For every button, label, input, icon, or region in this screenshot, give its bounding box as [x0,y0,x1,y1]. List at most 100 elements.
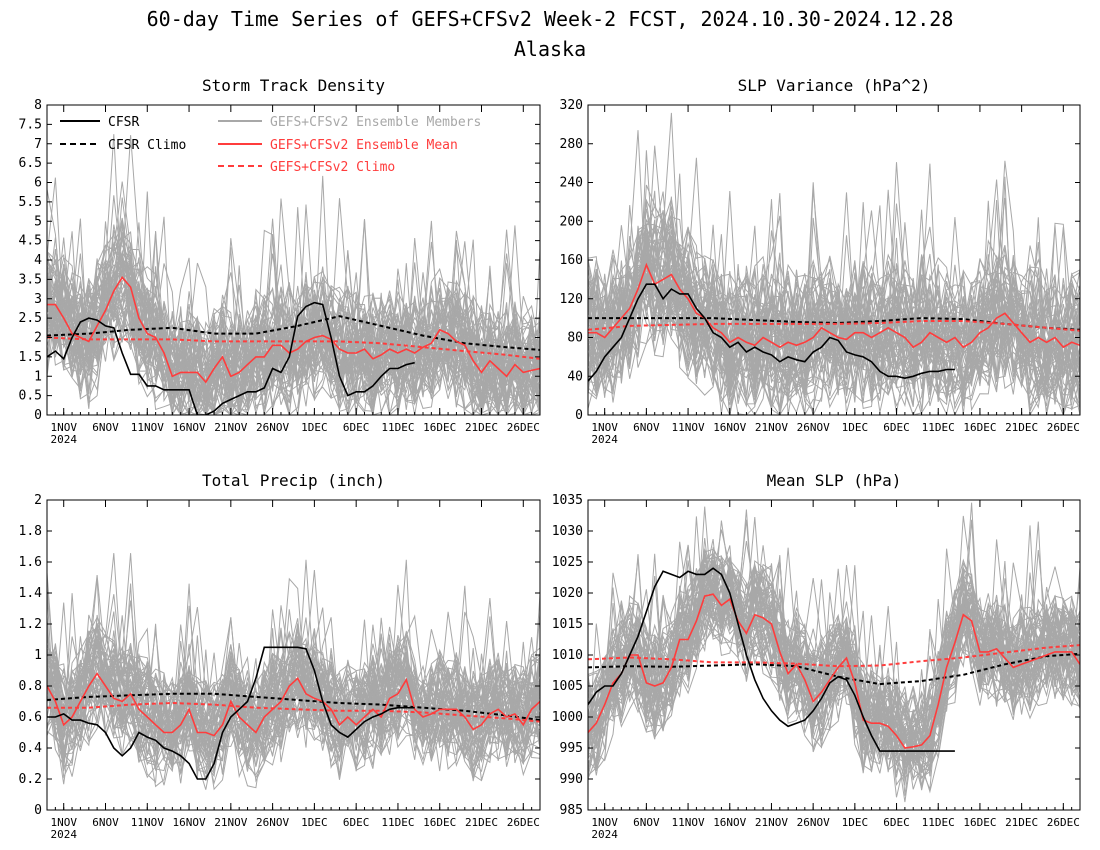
legend-label-ens-climo: GEFS+CFSv2 Climo [270,160,395,175]
storm-track-density-ytick-label: 3.5 [19,272,42,287]
mean-slp-member-line [588,525,1080,763]
mean-slp-ytick-label: 990 [560,772,583,787]
mean-slp-xtick-label: 6DEC [883,816,910,829]
total-precip-ytick-label: 1.2 [19,617,42,632]
storm-track-density-ytick-label: 2.5 [19,311,42,326]
total-precip-xtick-label: 21DEC [465,816,498,829]
total-precip-xtick-label: 11DEC [381,816,414,829]
total-precip-member-line [47,559,540,748]
slp-variance-xtick-label: 16NOV [713,421,746,434]
mean-slp-member-line [588,574,1080,780]
figure-title: 60-day Time Series of GEFS+CFSv2 Week-2 … [147,7,954,31]
mean-slp-ytick-label: 1005 [552,679,583,694]
storm-track-density-ytick-label: 7.5 [19,117,42,132]
slp-variance-ytick-label: 160 [560,253,583,268]
slp-variance-xtick-label: 26DEC [1047,421,1080,434]
storm-track-density-member-line [47,272,540,415]
mean-slp-member-line [588,541,1080,762]
slp-variance-panel: SLP Variance (hPa^2) 0 40 80 120 160 200 240 280… [560,76,1081,446]
total-precip-ytick-label: 0.6 [19,710,42,725]
storm-track-density-series-gefs-cfsv2-ensemble-mean [47,276,540,384]
mean-slp-xtick-label: 26DEC [1047,816,1080,829]
mean-slp-series-cfsr [588,567,955,752]
slp-variance-xtick-label: 16DEC [963,421,996,434]
slp-variance-member-line [588,189,1080,414]
slp-variance-member-line [588,245,1080,402]
storm-track-density-ytick-label: 3 [34,292,42,307]
storm-track-density-xtick-label: 26DEC [507,421,540,434]
storm-track-density-member-line [47,307,540,415]
mean-slp-ytick-label: 1015 [552,617,583,632]
total-precip-ytick-label: 2 [34,493,42,508]
total-precip-xtick-label: 11NOV [131,816,164,829]
total-precip-member-line [47,574,540,745]
slp-variance-title: SLP Variance (hPa^2) [738,76,931,95]
storm-track-density-ytick-label: 7 [34,137,42,152]
mean-slp-ytick-label: 1035 [552,493,583,508]
total-precip-series-cfsr [47,646,415,780]
total-precip-ytick-label: 1 [34,648,42,663]
mean-slp-xtick-label: 11NOV [672,816,705,829]
storm-track-density-ytick-label: 6.5 [19,156,42,171]
mean-slp-ytick-label: 1030 [552,524,583,539]
legend-label-cfsr-climo: CFSR Climo [108,138,186,153]
total-precip-ytick-label: 0 [34,803,42,818]
total-precip-panel: Total Precip (inch) 0 0.2 0.4 0.6 0.8 1 1.2 1.4 1… [19,471,541,841]
mean-slp-xtick-label: 6NOV [633,816,660,829]
mean-slp-member-line [588,568,1080,771]
mean-slp-xtick-label: 16DEC [963,816,996,829]
slp-variance-ytick-label: 40 [567,369,583,384]
storm-track-density-xtick-label: 11DEC [381,421,414,434]
storm-track-density-ytick-label: 4 [34,253,42,268]
mean-slp-xtick-label: 11DEC [922,816,955,829]
storm-track-density-member-line [47,222,540,415]
mean-slp-member-line [588,515,1080,761]
total-precip-series-gefs-cfsv2-ensemble-mean [47,672,540,737]
total-precip-member-line [47,617,540,739]
mean-slp-ytick-label: 1000 [552,710,583,725]
storm-track-density-member-line [47,189,540,415]
slp-variance-series-gefs-cfsv2-ensemble-mean [588,262,1080,349]
slp-variance-xtick-label: 21NOV [755,421,788,434]
slp-variance-member-line [588,201,1080,405]
mean-slp-panel: Mean SLP (hPa) 985 990 995 1000 1005 1010 1015 1… [552,471,1081,841]
slp-variance-xtick-label: 6DEC [883,421,910,434]
slp-variance-xtick-label: 11DEC [922,421,955,434]
storm-track-density-ytick-label: 5.5 [19,195,42,210]
total-precip-ytick-label: 1.6 [19,555,42,570]
slp-variance-ytick-label: 200 [560,214,583,229]
total-precip-xtick-label: 1DEC [301,816,328,829]
storm-track-density-member-line [47,241,540,415]
slp-variance-member-line [588,202,1080,375]
storm-track-density-xtick-label: 16NOV [172,421,205,434]
slp-variance-series-cfsr [588,283,955,382]
mean-slp-ensemble-members [588,502,1080,803]
storm-track-density-title: Storm Track Density [202,76,385,95]
total-precip-ytick-label: 0.8 [19,679,42,694]
mean-slp-ytick-label: 1010 [552,648,583,663]
storm-track-density-xtick-label: 16DEC [423,421,456,434]
mean-slp-member-line [588,573,1080,787]
storm-track-density-ytick-label: 5 [34,214,42,229]
total-precip-member-line [47,668,540,783]
mean-slp-xtick-label: 21DEC [1005,816,1038,829]
slp-variance-ytick-label: 280 [560,137,583,152]
legend-label-ens-mean: GEFS+CFSv2 Ensemble Mean [270,138,458,153]
mean-slp-ytick-label: 1025 [552,555,583,570]
storm-track-density-xtick-label: 11NOV [131,421,164,434]
storm-track-density-ytick-label: 0.5 [19,389,42,404]
storm-track-density-member-line [47,241,540,398]
figure-subtitle: Alaska [514,37,586,61]
total-precip-ytick-label: 1.8 [19,524,42,539]
storm-track-density-ytick-label: 2 [34,331,42,346]
legend: CFSR CFSR Climo GEFS+CFSv2 Ensemble Memb… [60,115,481,175]
mean-slp-ytick-label: 1020 [552,586,583,601]
slp-variance-ytick-label: 0 [575,408,583,423]
storm-track-density-xtick-label: 1DEC [301,421,328,434]
slp-variance-xtick-label: 1NOV [591,421,618,434]
slp-variance-ytick-label: 120 [560,292,583,307]
storm-track-density-xtick-label: 1NOV [50,421,77,434]
slp-variance-ytick-label: 80 [567,331,583,346]
storm-track-density-ytick-label: 6 [34,176,42,191]
mean-slp-ytick-label: 995 [560,741,583,756]
